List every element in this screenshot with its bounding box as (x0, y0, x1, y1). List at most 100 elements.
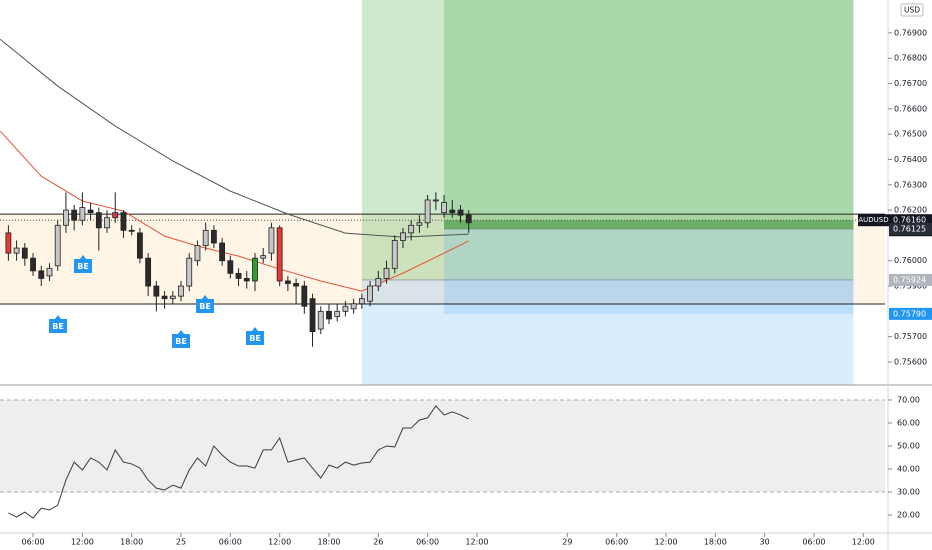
currency-box (900, 3, 924, 17)
candle-body (153, 285, 160, 297)
candle-body (432, 199, 439, 202)
x-tick-label: 30 (760, 538, 770, 547)
price-pane (0, 0, 885, 385)
currency-label: USD (904, 6, 920, 15)
price-label: 0.75924 (893, 275, 926, 284)
x-tick-label: 12:00 (465, 538, 488, 547)
symbol-box (858, 214, 889, 227)
symbol-label: AUDUSD (858, 216, 888, 224)
be-label: BE (175, 337, 187, 346)
candle-body (268, 227, 275, 254)
candle-body (63, 209, 69, 226)
x-tick-label: 06:00 (605, 538, 628, 547)
candle-body (243, 278, 250, 282)
x-tick-label: 26 (373, 538, 383, 547)
candle-body (383, 267, 390, 279)
price-label: 0.76160 (893, 216, 926, 225)
candle-body (30, 257, 36, 272)
rsi-tick-label: 20.00 (897, 511, 920, 520)
candle-body (326, 310, 332, 320)
candle-body (317, 310, 324, 330)
x-tick-label: 12:00 (71, 538, 94, 547)
position-stop-zone (444, 229, 854, 314)
price-label-box (889, 223, 932, 236)
candle-body (408, 224, 415, 234)
candle-body (465, 214, 472, 224)
candle-body (194, 245, 201, 262)
rsi-tick-label: 60.00 (897, 418, 920, 427)
candle-body (202, 229, 209, 246)
candle-body (424, 199, 431, 224)
candle-body (260, 255, 267, 259)
be-marker (74, 255, 92, 273)
y-tick-label: 0.76900 (894, 28, 927, 37)
y-tick-label: 0.76400 (894, 155, 927, 164)
candle-body (178, 285, 184, 297)
candle-body (276, 227, 283, 282)
y-tick-label: 0.76600 (894, 104, 927, 113)
candle-body (350, 303, 357, 310)
candle-body (128, 229, 135, 232)
rsi-band (0, 399, 885, 493)
candle-body (293, 283, 299, 287)
candle-body (104, 217, 110, 229)
candle-body (449, 209, 456, 214)
candle-body (21, 247, 28, 259)
candle-body (416, 222, 423, 226)
price-label: 0.75790 (893, 309, 926, 318)
moving-average (0, 38, 469, 238)
price-label-box (889, 273, 932, 286)
rsi-line (8, 405, 469, 519)
rsi-tick-label: 70.00 (897, 395, 920, 404)
x-tick-label: 06:00 (416, 538, 439, 547)
candle-body (5, 232, 12, 254)
be-label: BE (52, 322, 64, 331)
candle-body (219, 242, 226, 262)
candle-body (95, 212, 102, 229)
position-stop-zone (361, 279, 854, 385)
candle-body (79, 207, 86, 221)
candle-body (38, 270, 45, 279)
y-tick-label: 0.75700 (894, 332, 927, 341)
candle-body (13, 247, 20, 254)
x-tick-label: 12:00 (852, 538, 875, 547)
x-tick-label: 18:00 (120, 538, 143, 547)
candle-body (375, 278, 382, 287)
be-marker (246, 327, 264, 345)
position-target-zone (361, 0, 854, 280)
candle-body (284, 280, 291, 284)
x-tick-label: 18:00 (317, 538, 340, 547)
candle-body (169, 295, 176, 300)
be-label: BE (249, 334, 261, 343)
be-marker (49, 315, 67, 333)
candle-body (161, 295, 168, 300)
candle-body (137, 232, 143, 259)
x-tick-label: 06:00 (22, 538, 45, 547)
candle-body (145, 257, 152, 287)
x-tick-label: 25 (176, 538, 186, 547)
candle-body (391, 240, 398, 269)
y-tick-label: 0.75600 (894, 357, 927, 366)
candle-body (46, 267, 53, 277)
y-tick-label: 0.76000 (894, 256, 927, 265)
price-label: 0.76125 (893, 225, 926, 234)
candle-body (457, 209, 464, 216)
candle-body (227, 260, 234, 274)
x-tick-label: 29 (562, 538, 572, 547)
candle-body (342, 305, 349, 312)
y-tick-label: 0.76800 (894, 54, 927, 63)
y-tick-label: 0.76300 (894, 180, 927, 189)
y-tick-label: 0.75900 (894, 282, 927, 291)
x-tick-label: 12:00 (654, 538, 677, 547)
candle-body (441, 202, 447, 214)
candle-body (334, 310, 341, 317)
candle-body (358, 298, 365, 305)
position-target-zone (444, 0, 854, 230)
candle-body (186, 257, 193, 287)
candle-body (235, 272, 242, 279)
rsi-tick-label: 40.00 (897, 465, 920, 474)
y-tick-label: 0.76200 (894, 206, 927, 215)
candle-body (87, 209, 94, 214)
open-profit (444, 220, 854, 230)
